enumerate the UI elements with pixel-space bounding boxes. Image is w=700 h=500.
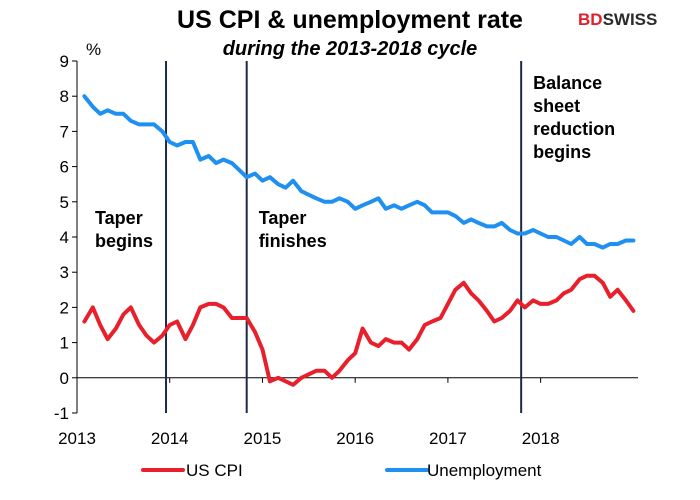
y-tick-label-2: 2 (60, 298, 69, 317)
chart-title: US CPI & unemployment rate (177, 6, 523, 34)
y-tick-label-1: 1 (60, 334, 69, 353)
legend: US CPI Unemployment (141, 461, 542, 480)
series-line-unemployment (82, 94, 636, 250)
event-label-1-line-2: begins (95, 231, 153, 251)
y-tick-label-3: 3 (60, 263, 69, 282)
event-label-1-line-1: Taper (95, 208, 143, 228)
event-label-2: Taper finishes (259, 208, 327, 251)
event-label-3-line-2: sheet (533, 96, 580, 116)
y-tick-label-9: 9 (60, 52, 69, 71)
event-label-3: Balance sheet reduction begins (533, 73, 615, 162)
event-label-1: Taper begins (95, 208, 153, 251)
legend-label-us-cpi: US CPI (186, 461, 243, 480)
y-tick-label-0: 0 (60, 369, 69, 388)
brand-logo: BDSWISS (578, 10, 657, 29)
brand-logo-part1: BD (578, 10, 603, 29)
y-tick-label-4: 4 (60, 228, 69, 247)
legend-label-unemployment: Unemployment (427, 461, 542, 480)
y-tick-label-1: -1 (54, 404, 69, 423)
x-tick-label-2016: 2016 (336, 429, 374, 448)
event-label-3-line-1: Balance (533, 73, 602, 93)
plot-area: -1 0 1 2 3 4 5 6 7 8 9 2013 2014 2015 2016 2017 2018 Tape… (54, 52, 638, 448)
x-tick-label-2015: 2015 (244, 429, 282, 448)
y-axis-unit: % (86, 40, 101, 59)
x-tick-label-2013: 2013 (58, 429, 96, 448)
y-tick-label-6: 6 (60, 158, 69, 177)
event-label-2-line-2: finishes (259, 231, 327, 251)
event-label-2-line-1: Taper (259, 208, 307, 228)
y-tick-label-8: 8 (60, 87, 69, 106)
x-tick-label-2014: 2014 (151, 429, 189, 448)
y-tick-label-5: 5 (60, 193, 69, 212)
y-tick-label-7: 7 (60, 122, 69, 141)
x-tick-label-2018: 2018 (522, 429, 560, 448)
event-label-3-line-4: begins (533, 142, 591, 162)
chart-subtitle: during the 2013-2018 cycle (223, 38, 478, 60)
series-line-us-cpi (82, 273, 636, 387)
event-label-3-line-3: reduction (533, 119, 615, 139)
svg-text:BDSWISS: BDSWISS (578, 10, 657, 29)
brand-logo-part2: SWISS (603, 10, 658, 29)
x-tick-label-2017: 2017 (429, 429, 467, 448)
